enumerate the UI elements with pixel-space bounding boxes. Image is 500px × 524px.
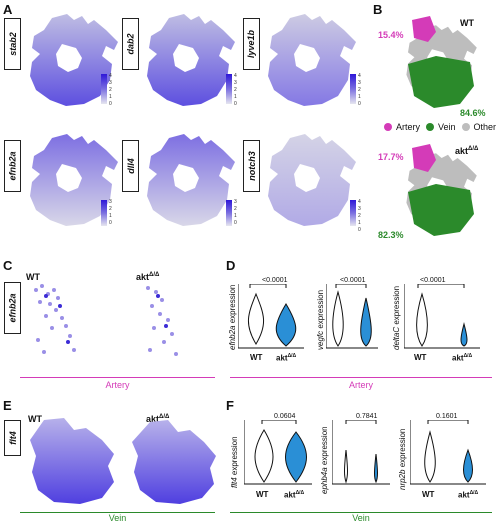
gene-label-stab2: stab2: [4, 18, 21, 70]
d-ylabel-deltac: deltaC expression: [392, 285, 401, 350]
b-wt-artery-pct: 15.4%: [378, 30, 404, 40]
d-x-wt-1: WT: [250, 353, 263, 362]
f-violin-ephb4a: [332, 420, 390, 485]
b-mut-vein-pct: 82.3%: [378, 230, 404, 240]
f-ylabel-flt4: flt4 expression: [230, 436, 239, 488]
b-wt-vein-pct: 84.6%: [460, 108, 486, 118]
c-artery-underline: [20, 377, 215, 378]
f-x-mut-1: aktΔ/Δ: [284, 490, 305, 500]
f-pval-nrp2b: 0.1601: [436, 413, 458, 420]
c-wt-label: WT: [26, 272, 40, 282]
colorbar-efnb2a: [101, 200, 107, 226]
colorbar-stab2: [101, 74, 107, 104]
d-ylabel-vegfc: vegfc expression: [316, 289, 325, 350]
d-pval-vegfc: <0.0001: [340, 277, 366, 284]
e-wt-label: WT: [28, 414, 42, 424]
f-ylabel-nrp2b: nrp2b expression: [398, 428, 407, 490]
c-mut-label: aktΔ/Δ: [136, 272, 160, 282]
c-wt-scatter: [34, 284, 76, 354]
d-x-wt-3: WT: [414, 353, 427, 362]
colorbar-dll4: [226, 200, 232, 226]
colorbar-lyve1b: [350, 74, 356, 104]
d-x-mut-1: aktΔ/Δ: [276, 353, 297, 363]
panel-f-label: F: [226, 398, 234, 413]
other-legend-label: Other: [473, 122, 497, 132]
other-legend-dot: [461, 123, 470, 131]
umap-efnb2a: [30, 134, 118, 226]
d-violin-deltac: [404, 284, 480, 349]
gene-label-dll4: dll4: [122, 140, 139, 192]
f-violin-nrp2b: [410, 420, 486, 485]
e-mut-umap: [132, 420, 216, 504]
d-artery-underline: [230, 377, 492, 378]
f-x-mut-3: aktΔ/Δ: [458, 490, 479, 500]
gene-label-flt4: flt4: [4, 420, 21, 456]
umap-lyve1b: [268, 14, 356, 106]
gene-label-dab2: dab2: [122, 18, 139, 70]
panel-d-label: D: [226, 258, 236, 273]
f-ylabel-ephb4a: ephb4a expression: [320, 426, 329, 494]
gene-label-c-efnb2a: efnb2a: [4, 282, 21, 334]
d-violin-vegfc: [326, 284, 378, 349]
e-wt-umap: [30, 418, 114, 504]
umap-stab2: [30, 14, 118, 106]
umap-dll4: [147, 134, 235, 226]
f-x-wt-1: WT: [256, 490, 269, 499]
d-x-mut-3: aktΔ/Δ: [452, 353, 473, 363]
artery-legend-dot: [384, 123, 392, 131]
gene-label-lyve1b: lyve1b: [243, 18, 260, 70]
gene-label-notch3: notch3: [243, 140, 260, 192]
b-mut-label: aktΔ/Δ: [455, 146, 479, 156]
f-vein-underline: [230, 512, 492, 513]
c-mut-scatter: [146, 286, 178, 356]
vein-legend-label: Vein: [438, 122, 456, 132]
f-pval-ephb4a: 0.7841: [356, 413, 378, 420]
e-section-label: Vein: [108, 513, 127, 523]
f-violin-flt4: [244, 420, 312, 485]
d-pval-deltac: <0.0001: [420, 277, 446, 284]
colorbar-dab2: [226, 74, 232, 104]
d-violin-efnb2a: [238, 284, 304, 349]
umap-dab2: [147, 14, 235, 106]
d-ylabel-efnb2a: efnb2a expression: [228, 284, 237, 350]
b-mut-artery-pct: 17.7%: [378, 152, 404, 162]
umap-notch3: [268, 134, 356, 226]
f-section-label: Vein: [352, 513, 370, 523]
panel-b-label: B: [373, 2, 383, 17]
cluster-legend: Artery Vein Other: [384, 122, 496, 132]
gene-label-efnb2a: efnb2a: [4, 140, 21, 192]
panel-c-label: C: [3, 258, 13, 273]
panel-e-label: E: [3, 398, 12, 413]
panel-a-label: A: [3, 2, 13, 17]
b-wt-label: WT: [460, 18, 474, 28]
artery-legend-label: Artery: [396, 122, 421, 132]
f-pval-flt4: 0.0604: [274, 413, 296, 420]
d-section-label: Artery: [348, 380, 373, 390]
c-section-label: Artery: [105, 380, 130, 390]
e-vein-underline: [20, 512, 215, 513]
f-x-wt-3: WT: [422, 490, 435, 499]
d-pval-efnb2a: <0.0001: [262, 277, 288, 284]
e-mut-label: aktΔ/Δ: [146, 414, 170, 424]
colorbar-notch3: [350, 200, 356, 226]
umap-mut-cluster: [406, 144, 477, 236]
umap-wt-cluster: [406, 16, 477, 108]
vein-legend-dot: [426, 123, 435, 131]
